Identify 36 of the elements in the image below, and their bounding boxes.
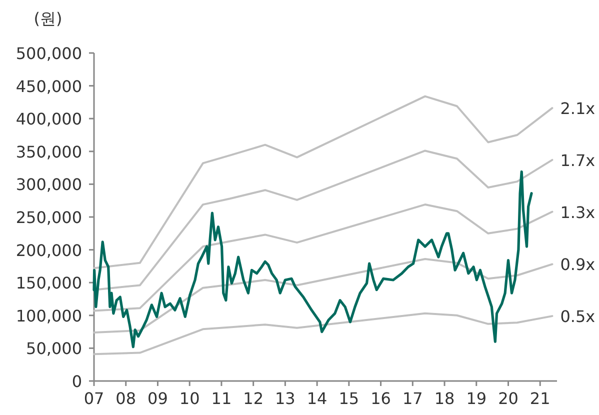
y-tick-label: 300,000	[16, 175, 82, 194]
series-label: 1.7x	[560, 150, 596, 170]
x-tick-label: 09	[148, 389, 168, 408]
y-tick-label: 200,000	[16, 240, 82, 260]
y-tick-label: 150,000	[16, 274, 82, 293]
y-tick-label: 350,000	[16, 142, 82, 162]
y-tick-label: 50,000	[26, 339, 82, 358]
x-tick-label: 08	[116, 389, 136, 408]
series-label: 2.1x	[560, 99, 596, 118]
x-tick-label: 21	[530, 389, 550, 408]
line-series	[93, 312, 554, 356]
line-series	[93, 258, 554, 334]
x-tick-label: 11	[211, 389, 232, 408]
series-label: 1.3x	[560, 202, 596, 222]
x-tick-label: 16	[370, 389, 391, 408]
x-tick-label: 17	[402, 389, 423, 408]
y-axis-title: (원)	[34, 9, 62, 28]
y-tick-label: 400,000	[16, 110, 82, 129]
line-series	[93, 95, 554, 270]
x-tick-label: 20	[498, 389, 518, 408]
x-tick-label: 10	[179, 389, 200, 408]
x-tick-label: 07	[84, 389, 104, 408]
x-tick-label: 19	[466, 389, 487, 408]
y-tick-label: 250,000	[16, 208, 82, 227]
y-tick-label: 450,000	[16, 76, 82, 96]
x-tick-label: 15	[338, 389, 360, 408]
x-tick-label: 13	[275, 389, 296, 408]
series-label: 0.5x	[560, 307, 596, 326]
series-label: 0.9x	[560, 255, 596, 274]
y-tick-label: 100,000	[16, 306, 82, 326]
line-series	[93, 204, 554, 312]
x-tick-label: 12	[243, 389, 264, 408]
x-tick-label: 18	[434, 389, 455, 408]
y-tick-label: 500,000	[16, 44, 82, 63]
x-tick-label: 14	[306, 389, 328, 408]
y-tick-label: 0	[72, 372, 82, 391]
